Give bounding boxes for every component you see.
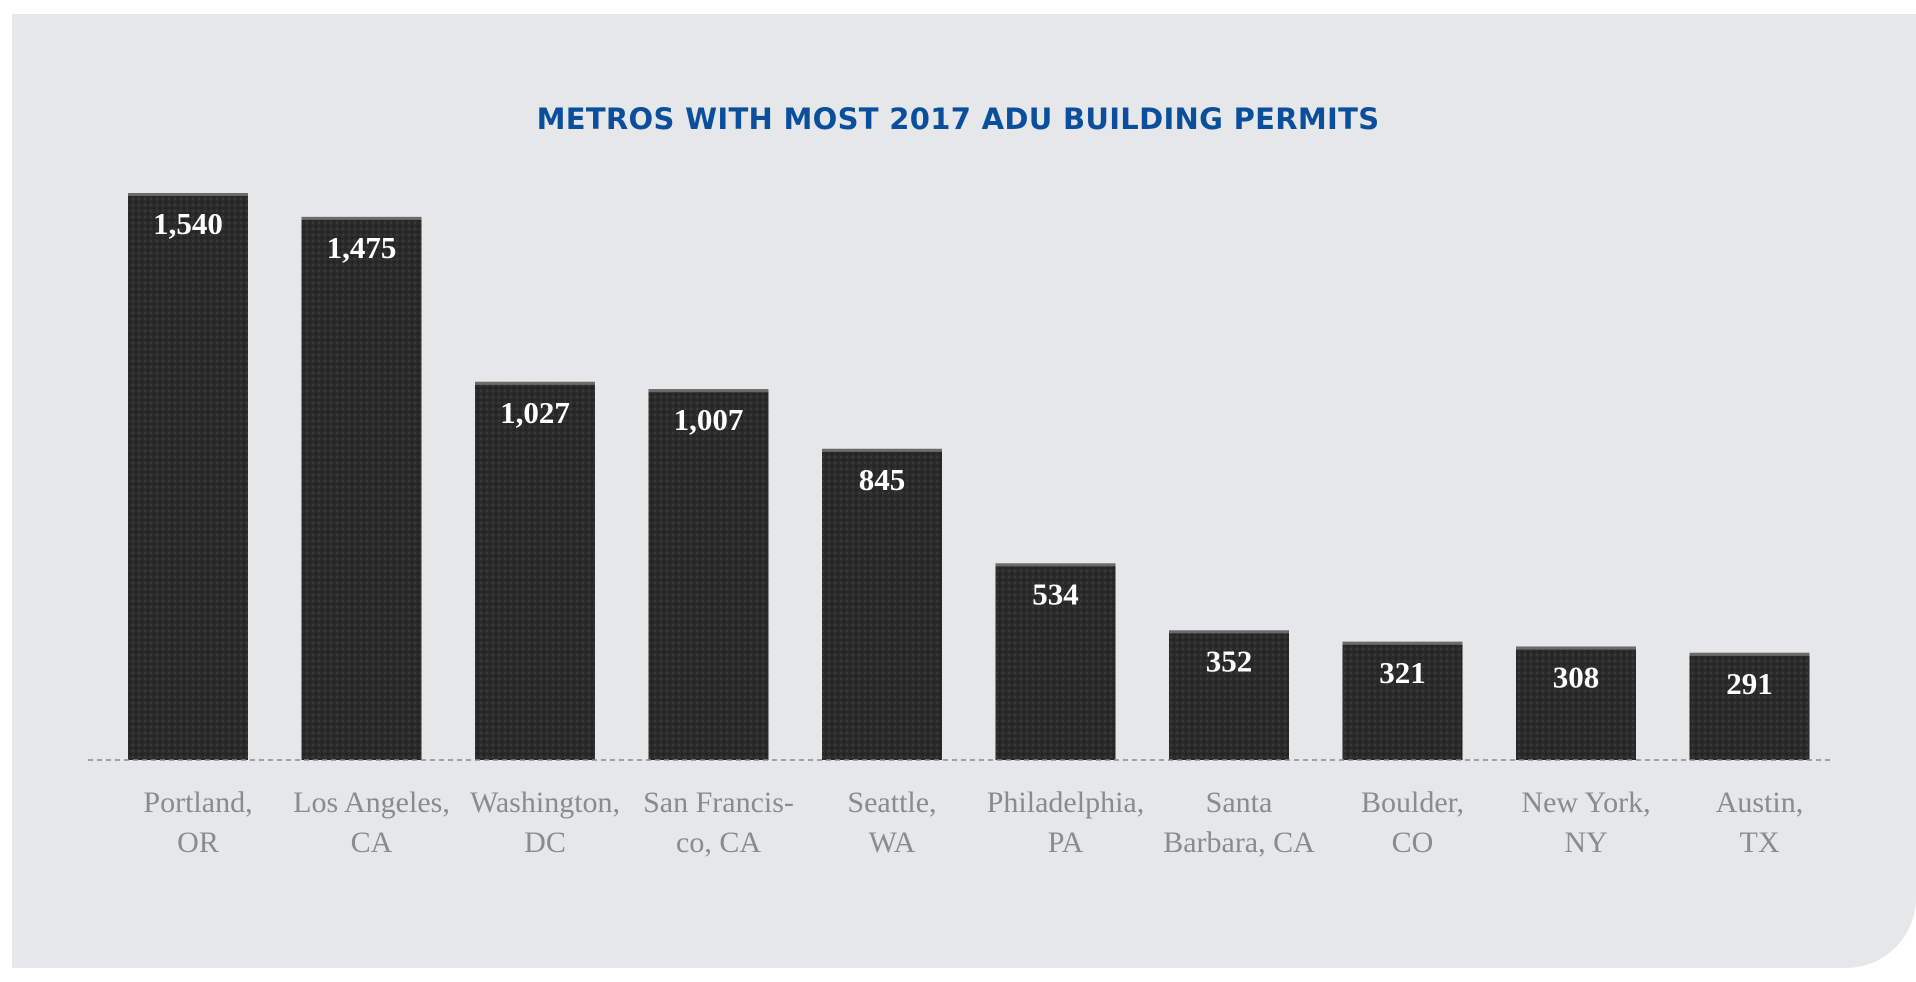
x-tick-label: Seattle, bbox=[847, 786, 936, 819]
bar bbox=[1342, 641, 1463, 760]
bar-top-edge bbox=[1689, 652, 1810, 656]
bar-top-edge bbox=[995, 563, 1116, 567]
bar-value-label: 1,027 bbox=[500, 395, 570, 430]
x-tick-label: San Francis- bbox=[643, 786, 794, 819]
x-tick-label: Santa bbox=[1206, 786, 1273, 819]
x-tick-label: WA bbox=[869, 826, 916, 859]
labels-group: 1,540 Portland, OR 1,475 Los Angeles, CA 1,027… bbox=[143, 206, 1803, 859]
x-tick-label: co, CA bbox=[676, 826, 761, 859]
bar bbox=[1516, 646, 1636, 760]
bar-top-edge bbox=[128, 193, 248, 196]
bar-value-label: 1,475 bbox=[327, 230, 397, 265]
bar-value-label: 1,540 bbox=[153, 206, 223, 241]
bar-value-label: 291 bbox=[1726, 666, 1773, 701]
bar-top-edge bbox=[301, 216, 422, 220]
bar bbox=[648, 389, 769, 760]
bar-value-label: 534 bbox=[1032, 576, 1079, 611]
bar-top-edge bbox=[648, 389, 769, 393]
x-tick-label: TX bbox=[1740, 826, 1780, 859]
bar bbox=[1689, 652, 1810, 760]
bar bbox=[475, 381, 595, 760]
bar-top-edge bbox=[475, 381, 595, 385]
bar-top-edge bbox=[1169, 630, 1289, 634]
x-tick-label: Boulder, bbox=[1361, 786, 1464, 819]
x-tick-label: CA bbox=[351, 826, 393, 859]
bar-value-label: 308 bbox=[1553, 660, 1600, 695]
bar bbox=[301, 216, 422, 760]
x-tick-label: PA bbox=[1048, 826, 1084, 859]
chart-title: METROS WITH MOST 2017 ADU BUILDING PERMI… bbox=[536, 102, 1380, 136]
bar-top-edge bbox=[1516, 646, 1636, 650]
x-tick-label: NY bbox=[1564, 826, 1607, 859]
bar-value-label: 845 bbox=[859, 462, 906, 497]
x-tick-label: Philadelphia, bbox=[987, 786, 1144, 819]
bar bbox=[1169, 630, 1289, 760]
x-tick-label: New York, bbox=[1521, 786, 1650, 819]
x-tick-label: Barbara, CA bbox=[1163, 826, 1315, 859]
x-tick-label: Washington, bbox=[470, 786, 620, 819]
x-tick-label: OR bbox=[177, 826, 219, 859]
bar-top-edge bbox=[822, 448, 942, 452]
bar bbox=[822, 448, 942, 760]
bars-group bbox=[128, 193, 1810, 760]
x-tick-label: Austin, bbox=[1716, 786, 1804, 819]
bar-value-label: 352 bbox=[1206, 643, 1253, 678]
x-tick-label: Los Angeles, bbox=[293, 786, 450, 819]
bar-top-edge bbox=[1342, 641, 1463, 645]
x-tick-label: Portland, bbox=[143, 786, 252, 819]
x-tick-label: CO bbox=[1392, 826, 1434, 859]
bar-value-label: 1,007 bbox=[674, 402, 744, 437]
bar bbox=[995, 563, 1116, 760]
bar-value-label: 321 bbox=[1379, 655, 1426, 690]
x-tick-label: DC bbox=[524, 826, 566, 859]
bar bbox=[128, 193, 248, 760]
